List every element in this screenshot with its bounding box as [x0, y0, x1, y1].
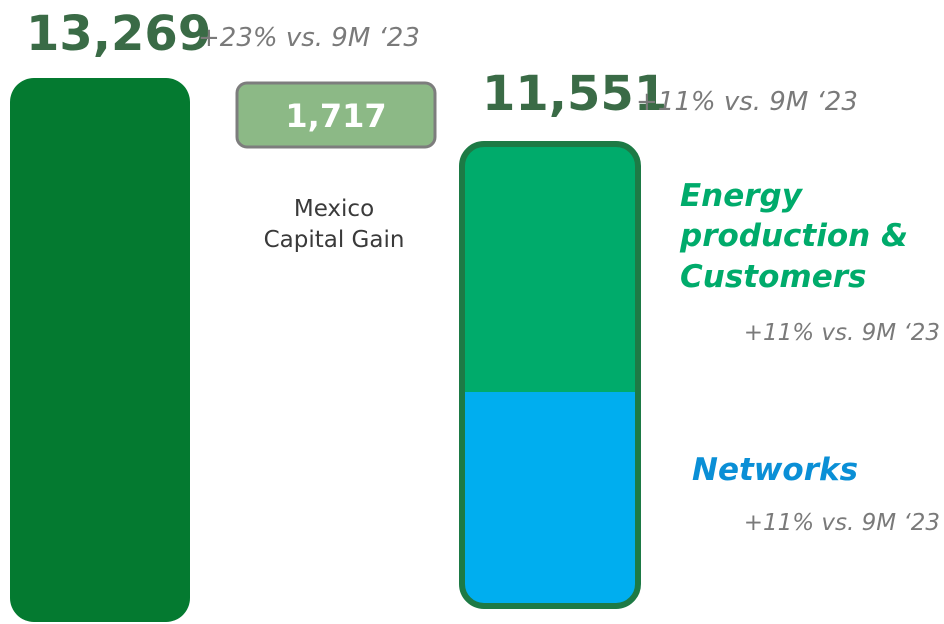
capital-gain-value: 1,717 — [285, 97, 386, 135]
energy-segment — [462, 144, 638, 392]
comparable-bar-outline — [459, 141, 641, 609]
segment-change: +11% vs. 9M ‘23 — [744, 510, 940, 536]
segment-change: +11% vs. 9M ‘23 — [744, 320, 940, 346]
total-value: 13,269 — [26, 6, 211, 62]
comparable-change: +11% vs. 9M ‘23 — [636, 87, 858, 117]
total-bar — [10, 78, 190, 622]
networks-segment — [462, 392, 638, 606]
capital-gain-label: Capital Gain — [264, 227, 405, 253]
total-change: +23% vs. 9M ‘23 — [198, 23, 420, 53]
segment-name: Networks — [692, 452, 858, 488]
segment-name: production & — [679, 218, 908, 254]
segment-name: Energy — [680, 178, 804, 214]
capital-gain-box — [235, 81, 437, 149]
segment-name: Customers — [680, 259, 866, 295]
capital-gain-label: Mexico — [294, 196, 374, 222]
comparable-value: 11,551 — [482, 66, 667, 122]
